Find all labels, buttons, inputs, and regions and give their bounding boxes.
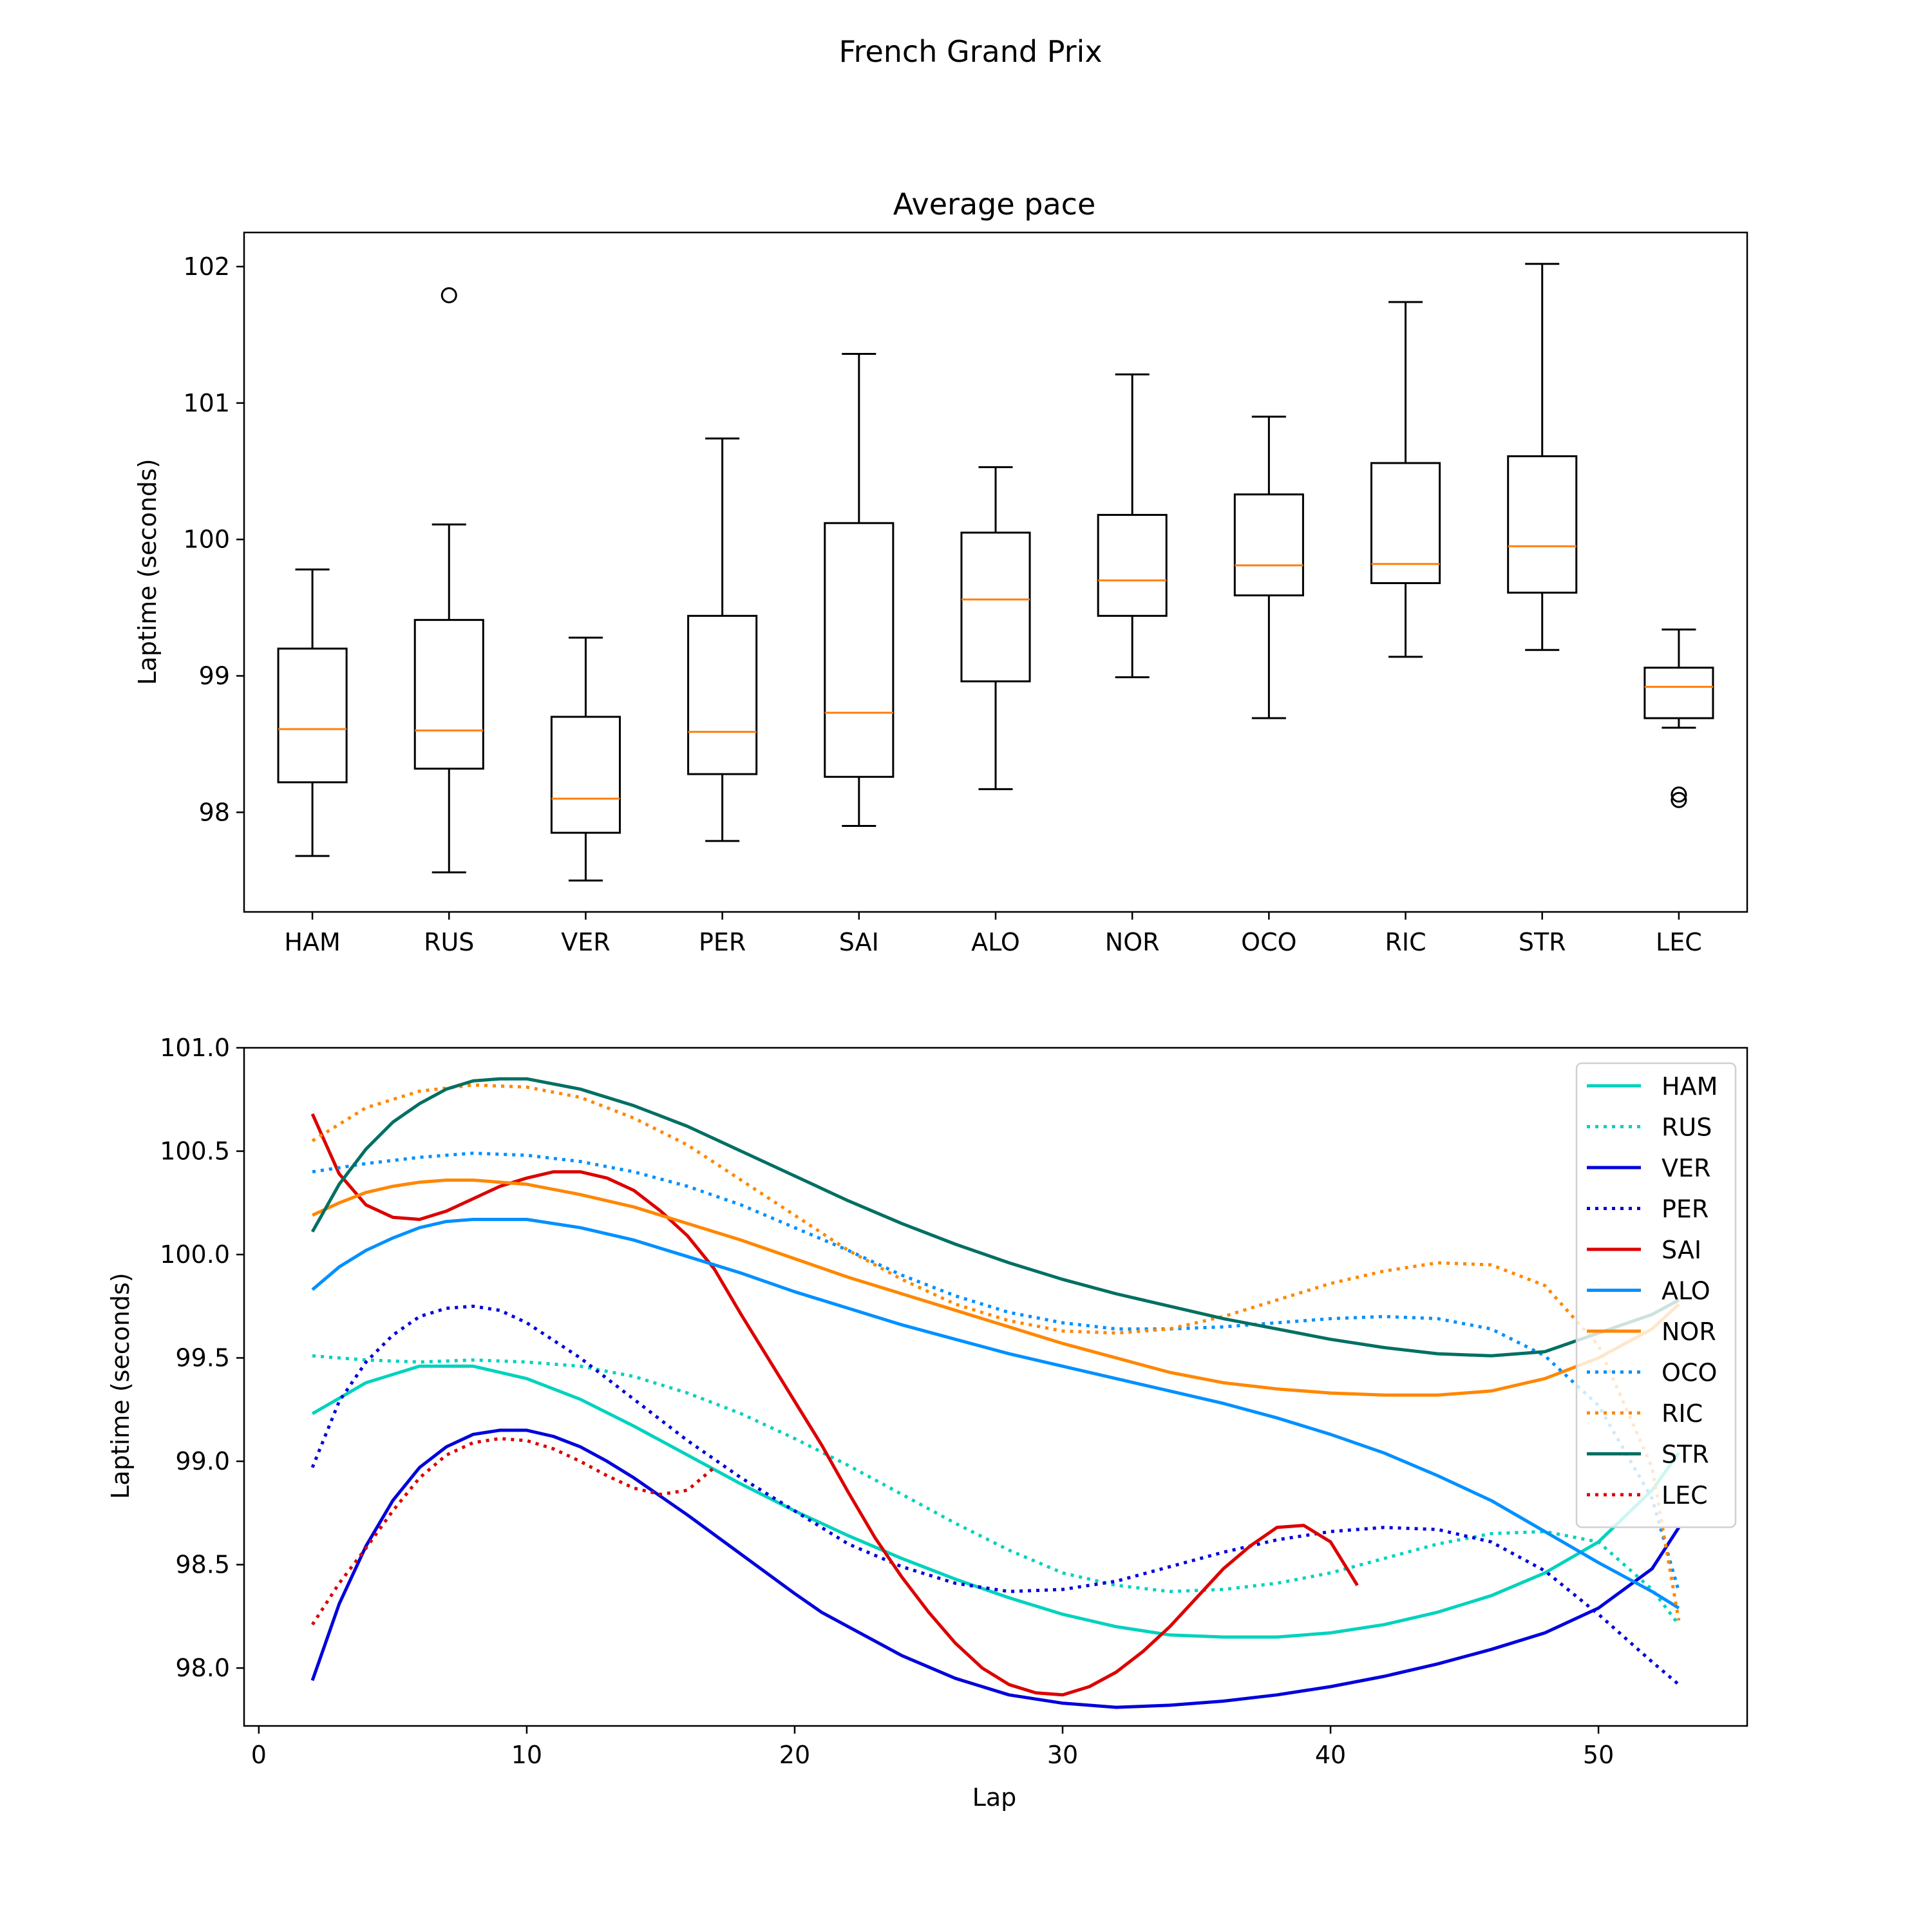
- series-line-ver: [310, 1428, 1680, 1709]
- box-plot-y-axis-label: Laptime (seconds): [133, 459, 162, 685]
- box-ric: [1370, 301, 1441, 658]
- box-y-tick-label: 98: [199, 798, 230, 826]
- box-x-tick-label: STR: [1519, 928, 1566, 956]
- box-body: [824, 522, 895, 778]
- box-y-tick-label: 101: [183, 389, 230, 417]
- box-plot-elements: 98 99 100 101 102 HAM RUS VER PER SAI ALO NOR OCO RIC…: [183, 252, 1714, 956]
- series-line-rus: [312, 1354, 1680, 1626]
- box-plot-title: Average pace: [893, 187, 1096, 222]
- legend-box: [1575, 1062, 1737, 1528]
- line-y-tick-label: 98.5: [175, 1551, 230, 1579]
- box-body: [277, 647, 348, 784]
- box-rus: [413, 287, 484, 874]
- box-ver: [550, 636, 621, 882]
- box-alo: [960, 466, 1031, 790]
- legend-label-nor: NOR: [1662, 1318, 1716, 1346]
- legend-label-per: PER: [1662, 1195, 1709, 1224]
- box-body: [1233, 493, 1304, 597]
- line-y-tick-label: 100.5: [160, 1137, 230, 1166]
- box-x-tick-label: RIC: [1385, 928, 1426, 956]
- box-body: [1643, 667, 1714, 719]
- legend-label-alo: ALO: [1662, 1277, 1710, 1305]
- line-y-tick-label: 99.0: [175, 1447, 230, 1475]
- box-body: [687, 614, 758, 775]
- box-x-tick-label: LEC: [1656, 928, 1702, 956]
- line-plot-legend: HAM RUS VER PER SAI ALO NOR OCO RIC STR LEC: [1575, 1062, 1737, 1528]
- box-lec: [1643, 628, 1714, 808]
- box-plot-average-pace: Average pace Laptime (seconds) 98 99 100 10…: [133, 187, 1748, 956]
- line-y-tick-label: 100.0: [160, 1240, 230, 1269]
- box-nor: [1097, 373, 1168, 679]
- line-y-tick-label: 99.5: [175, 1344, 230, 1372]
- series-line-sai: [310, 1113, 1359, 1697]
- line-x-tick-label: 0: [251, 1741, 267, 1769]
- line-x-tick-label: 40: [1315, 1741, 1346, 1769]
- box-x-tick-label: RUS: [424, 928, 474, 956]
- legend-label-rus: RUS: [1662, 1113, 1712, 1142]
- box-x-tick-label: OCO: [1241, 928, 1296, 956]
- series-line-lec: [311, 1437, 715, 1626]
- box-x-tick-label: VER: [561, 928, 610, 956]
- figure-suptitle: French Grand Prix: [838, 34, 1102, 69]
- box-ham: [277, 568, 348, 857]
- legend-label-lec: LEC: [1662, 1481, 1708, 1510]
- box-outlier: [440, 287, 457, 303]
- box-body: [1097, 514, 1168, 617]
- legend-label-sai: SAI: [1662, 1236, 1701, 1264]
- line-plot-frame: [243, 1046, 1748, 1727]
- line-y-tick-label: 101.0: [160, 1034, 230, 1062]
- box-body: [960, 531, 1031, 683]
- line-plot-elements: 0 10 20 30 40 50 98.0 98.5 99.0 99.5 100.0 100.5 101…: [160, 1034, 1681, 1769]
- box-x-tick-label: NOR: [1105, 928, 1160, 956]
- series-line-per: [310, 1304, 1680, 1686]
- series-line-str: [310, 1077, 1680, 1358]
- line-x-tick-label: 50: [1583, 1741, 1614, 1769]
- legend-label-str: STR: [1662, 1441, 1709, 1469]
- box-x-tick-label: ALO: [971, 928, 1020, 956]
- box-per: [687, 437, 758, 842]
- legend-label-ric: RIC: [1662, 1399, 1703, 1428]
- line-plot-x-axis-label: Lap: [972, 1783, 1017, 1812]
- series-line-nor: [312, 1179, 1680, 1397]
- line-x-tick-label: 20: [779, 1741, 810, 1769]
- series-line-ric: [311, 1083, 1681, 1621]
- box-body: [1507, 455, 1578, 594]
- box-y-tick-label: 99: [199, 662, 230, 690]
- box-body: [413, 619, 484, 770]
- box-outlier: [1671, 791, 1687, 808]
- line-plot-y-axis-label: Laptime (seconds): [106, 1273, 135, 1499]
- box-y-tick-label: 102: [183, 252, 230, 281]
- legend-label-ham: HAM: [1662, 1072, 1718, 1101]
- line-x-tick-label: 10: [511, 1741, 542, 1769]
- series-line-alo: [311, 1218, 1680, 1610]
- box-y-tick-label: 100: [183, 526, 230, 554]
- legend-label-oco: OCO: [1662, 1359, 1717, 1387]
- box-oco: [1233, 415, 1304, 719]
- box-plot-frame: [243, 231, 1748, 913]
- box-x-tick-label: SAI: [839, 928, 879, 956]
- box-body: [550, 715, 621, 834]
- legend-label-ver: VER: [1662, 1154, 1710, 1182]
- line-y-tick-label: 98.0: [175, 1654, 230, 1682]
- box-x-tick-label: HAM: [284, 928, 340, 956]
- line-plot-laptimes: Lap Laptime (seconds) 0 10 20 30 40 50 98.0 98.…: [106, 1034, 1748, 1812]
- box-body: [1370, 462, 1441, 584]
- box-sai: [824, 353, 895, 828]
- line-x-tick-label: 30: [1047, 1741, 1078, 1769]
- box-outlier: [1671, 786, 1687, 803]
- series-line-ham: [311, 1364, 1680, 1639]
- box-str: [1507, 263, 1578, 651]
- box-x-tick-label: PER: [699, 928, 746, 956]
